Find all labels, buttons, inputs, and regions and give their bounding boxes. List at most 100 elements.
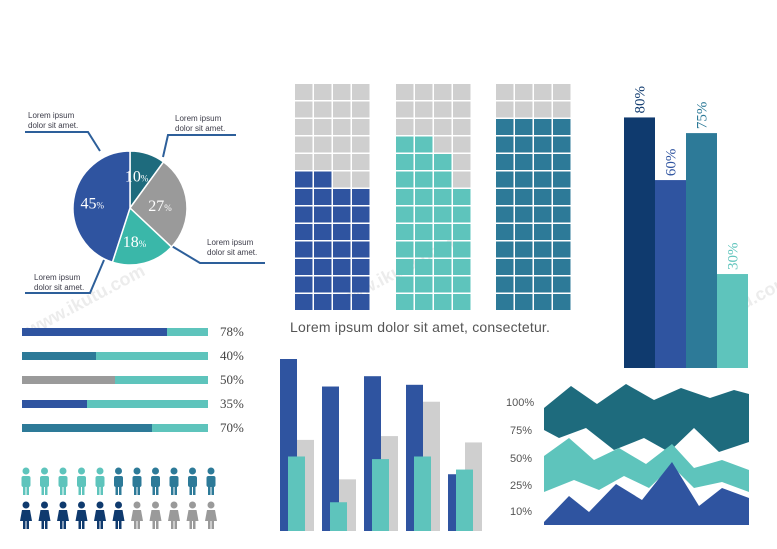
waffle-cell: [534, 136, 552, 153]
waffle-cell: [496, 259, 514, 275]
waffle-cell: [314, 241, 332, 258]
pie-slice: [72, 150, 131, 264]
waffle-cell: [415, 171, 433, 188]
person-icon: [188, 467, 197, 495]
waffle-chart: [295, 84, 571, 310]
pie-slice-label: 27%: [148, 198, 172, 215]
waffle-cell: [496, 224, 514, 240]
waffle-cell: [295, 259, 313, 275]
female-person-icon: [94, 501, 106, 529]
waffle-cell: [534, 259, 552, 275]
progress-bar-label: 40%: [220, 348, 244, 363]
waffle-cell: [534, 171, 552, 188]
bar: [372, 459, 389, 531]
person-icon: [95, 467, 105, 495]
person-icon: [206, 467, 216, 495]
waffle-cell: [453, 276, 471, 293]
waffle-cell: [434, 276, 452, 293]
waffle-cell: [295, 171, 313, 188]
bar: [322, 386, 339, 531]
waffle-cell: [515, 136, 533, 153]
waffle-cell: [496, 84, 514, 100]
progress-bar-row: [22, 424, 208, 432]
waffle-cell: [333, 241, 351, 258]
callout-line: [162, 134, 236, 158]
waffle-cell: [534, 101, 552, 118]
waffle-cell: [333, 276, 351, 293]
waffle-cell: [453, 259, 471, 275]
female-person-icon: [131, 501, 143, 529]
waffle-cell: [496, 206, 514, 223]
waffle-cell: [295, 101, 313, 118]
waffle-cell: [515, 101, 533, 118]
waffle-cell: [515, 119, 533, 135]
waffle-cell: [396, 224, 414, 240]
pie-slice-label: 10%: [125, 168, 149, 185]
female-person-icon: [38, 501, 51, 529]
waffle-cell: [396, 189, 414, 205]
waffle-cell: [314, 171, 332, 188]
waffle-cell: [333, 119, 351, 135]
waffle-cell: [415, 241, 433, 258]
progress-bar-row: [22, 352, 208, 360]
bar: [624, 117, 655, 368]
waffle-cell: [396, 101, 414, 118]
waffle-cell: [333, 136, 351, 153]
female-person-icon: [205, 501, 217, 529]
waffle-cell: [515, 276, 533, 293]
waffle-cell: [352, 224, 370, 240]
waffle-cell: [352, 136, 370, 153]
female-person-icon: [75, 501, 88, 529]
waffle-cell: [534, 154, 552, 170]
pie-callout-right: Lorem ipsum dolor sit amet.: [207, 238, 258, 257]
waffle-cell: [396, 154, 414, 170]
waffle-cell: [295, 294, 313, 310]
waffle-cell: [434, 119, 452, 135]
waffle-cell: [333, 101, 351, 118]
waffle-cell: [553, 224, 571, 240]
waffle-cell: [534, 84, 552, 100]
callout-line: [169, 244, 265, 264]
female-person-icon: [57, 501, 69, 529]
caption: Lorem ipsum dolor sit amet, consectetur.: [290, 319, 551, 335]
waffle-cell: [553, 189, 571, 205]
waffle-cell: [553, 259, 571, 275]
waffle-cell: [434, 84, 452, 100]
waffle-cell: [415, 154, 433, 170]
waffle-cell: [396, 84, 414, 100]
waffle-cell: [496, 101, 514, 118]
waffle-cell: [352, 154, 370, 170]
waffle-cell: [553, 101, 571, 118]
waffle-cell: [295, 276, 313, 293]
waffle-cell: [415, 101, 433, 118]
waffle-cell: [534, 294, 552, 310]
waffle-cell: [415, 84, 433, 100]
waffle-cell: [415, 259, 433, 275]
waffle-cell: [553, 136, 571, 153]
waffle-cell: [352, 259, 370, 275]
progress-bar-fill: [22, 400, 88, 408]
waffle-cell: [415, 189, 433, 205]
waffle-cell: [434, 206, 452, 223]
waffle-cell: [553, 241, 571, 258]
female-person-icon: [186, 501, 199, 529]
waffle-cell: [534, 224, 552, 240]
waffle-cell: [515, 241, 533, 258]
waffle-cell: [295, 189, 313, 205]
progress-bar-fill: [22, 424, 153, 432]
person-icon: [21, 467, 31, 495]
waffle-cell: [534, 189, 552, 205]
pie-callout-top-left: Lorem ipsum dolor sit amet.: [28, 111, 79, 130]
waffle-cell: [396, 136, 414, 153]
waffle-cell: [434, 136, 452, 153]
waffle-cell: [333, 259, 351, 275]
waffle-cell: [333, 189, 351, 205]
waffle-cell: [352, 171, 370, 188]
waffle-cell: [453, 84, 471, 100]
waffle-cell: [534, 276, 552, 293]
bar-value-label: 30%: [726, 243, 742, 270]
waffle-cell: [295, 136, 313, 153]
progress-bars: 78% 40% 50% 35% 70%: [22, 322, 262, 442]
bar: [717, 274, 748, 368]
callout-line: [25, 131, 101, 152]
